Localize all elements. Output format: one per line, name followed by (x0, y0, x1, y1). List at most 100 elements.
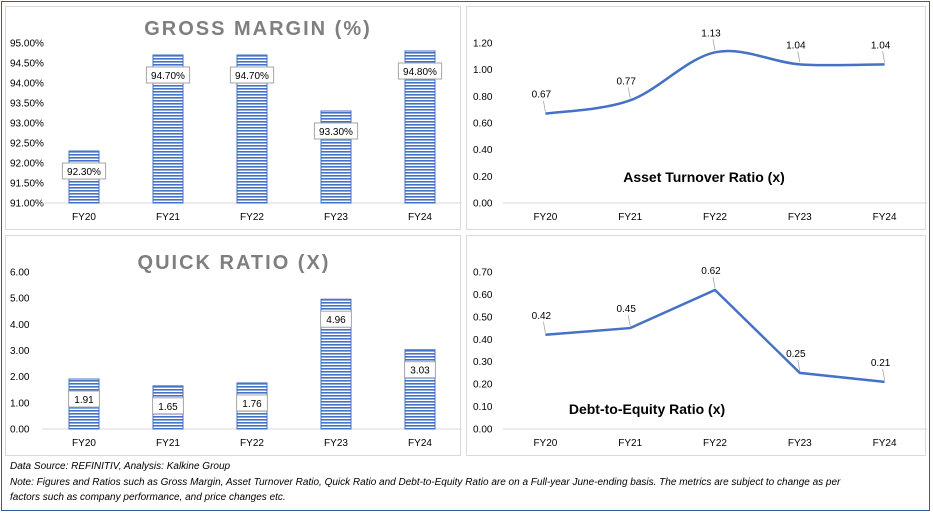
x-tick-label: FY24 (408, 212, 432, 223)
y-tick-label: 0.40 (473, 145, 493, 156)
y-tick-label: 94.50% (10, 59, 44, 70)
data-label-leader (797, 51, 801, 63)
y-tick-label: 0.30 (473, 357, 493, 368)
y-tick-label: 0.00 (473, 199, 493, 210)
x-tick-label: FY23 (788, 438, 812, 449)
y-tick-label: 0.80 (473, 92, 493, 103)
data-label: 0.21 (871, 358, 891, 369)
x-tick-label: FY20 (533, 438, 557, 449)
y-tick-label: 0.70 (473, 268, 493, 279)
data-label-leader (543, 100, 546, 112)
x-tick-label: FY24 (873, 212, 897, 223)
data-label: 94.70% (151, 71, 185, 82)
y-tick-label: 0.20 (473, 172, 493, 183)
y-tick-label: 0.20 (473, 380, 493, 391)
gross-margin-panel: 91.00% 91.50% 92.00% 92.50% 93.00% 93.50% 94.0… (5, 6, 462, 230)
y-tick-label: 0.60 (473, 290, 493, 301)
chart-title: Asset Turnover Ratio (x) (623, 169, 785, 185)
y-tick-label: 94.00% (10, 79, 44, 90)
data-label: 0.45 (616, 304, 636, 315)
chart-title: GROSS MARGIN (%) (144, 18, 372, 40)
x-tick-label: FY23 (324, 438, 348, 449)
asset-turnover-chart: 0.00 0.20 0.40 0.60 0.80 1.00 1.20 FY20 0.67 FY21… (473, 28, 927, 223)
data-label: 94.70% (235, 71, 269, 82)
data-label: 0.77 (616, 76, 636, 87)
y-tick-label: 91.00% (10, 199, 44, 210)
x-tick-label: FY20 (72, 438, 96, 449)
y-tick-label: 92.00% (10, 159, 44, 170)
data-label: 1.91 (74, 395, 94, 406)
data-label-box (404, 361, 436, 379)
x-tick-label: FY22 (240, 438, 264, 449)
data-label: 1.13 (701, 28, 721, 39)
asset-turnover-panel: 0.00 0.20 0.40 0.60 0.80 1.00 1.20 FY20 0.67 FY21… (466, 6, 927, 230)
y-tick-label: 0.10 (473, 402, 493, 413)
y-tick-label: 95.00% (10, 39, 44, 50)
y-tick-label: 4.00 (10, 320, 30, 331)
data-label: 0.25 (786, 349, 806, 360)
x-tick-label: FY23 (324, 212, 348, 223)
y-tick-label: 1.00 (473, 65, 493, 76)
y-tick-label: 0.60 (473, 119, 493, 130)
x-tick-label: FY24 (408, 438, 432, 449)
data-label: 4.96 (326, 315, 346, 326)
data-label-leader (882, 368, 885, 380)
x-tick-label: FY21 (618, 438, 642, 449)
x-tick-label: FY23 (788, 212, 812, 223)
x-tick-label: FY20 (72, 212, 96, 223)
x-tick-label: FY24 (873, 438, 897, 449)
data-label-leader (882, 51, 885, 63)
x-tick-label: FY22 (703, 212, 727, 223)
data-label-leader (712, 39, 716, 51)
y-tick-label: 0.50 (473, 312, 493, 323)
debt-to-equity-panel: 0.00 0.10 0.20 0.30 0.40 0.50 0.60 0.70 FY20 0.42… (466, 235, 927, 456)
y-tick-label: 2.00 (10, 372, 30, 383)
data-label-box (61, 162, 107, 180)
y-tick-label: 0.40 (473, 335, 493, 346)
data-label-leader (797, 359, 801, 372)
x-tick-label: FY21 (618, 212, 642, 223)
data-label-box (236, 394, 268, 412)
data-label-box (68, 390, 100, 408)
y-tick-label: 93.50% (10, 99, 44, 110)
data-label-leader (543, 321, 546, 333)
data-label: 94.80% (403, 67, 437, 78)
x-tick-label: FY21 (156, 438, 180, 449)
note-line-1: Note: Figures and Ratios such as Gross M… (10, 477, 841, 488)
data-label-box (145, 66, 191, 84)
x-tick-label: FY21 (156, 212, 180, 223)
data-label-leader (627, 314, 631, 327)
y-tick-label: 1.00 (10, 398, 30, 409)
quick-ratio-panel: 0.00 1.00 2.00 3.00 4.00 5.00 6.00 FY20 1.91 FY21… (5, 235, 462, 456)
x-tick-label: FY22 (703, 438, 727, 449)
data-label: 0.42 (532, 311, 552, 322)
x-tick-label: FY20 (533, 212, 557, 223)
data-label: 1.04 (871, 40, 891, 51)
debt-to-equity-chart: 0.00 0.10 0.20 0.30 0.40 0.50 0.60 0.70 FY20 0.42… (473, 266, 927, 449)
y-tick-label: 92.50% (10, 139, 44, 150)
chart-title: QUICK RATIO (X) (138, 252, 331, 274)
data-label: 1.76 (242, 399, 262, 410)
data-label-leader (712, 276, 716, 289)
note-line-2: factors such as company performance, and… (10, 492, 286, 503)
data-source-text: Data Source: REFINITIV, Analysis: Kalkin… (10, 461, 231, 472)
y-tick-label: 0.00 (473, 425, 493, 436)
x-tick-label: FY22 (240, 212, 264, 223)
series-line (545, 288, 885, 384)
y-tick-label: 1.20 (473, 39, 493, 50)
data-label: 92.30% (67, 167, 101, 178)
data-label-box (229, 66, 275, 84)
chart-title: Debt-to-Equity Ratio (x) (569, 401, 725, 417)
y-tick-label: 91.50% (10, 179, 44, 190)
data-label: 3.03 (410, 366, 430, 377)
y-tick-label: 3.00 (10, 346, 30, 357)
data-label: 1.04 (786, 40, 806, 51)
data-label: 0.67 (532, 90, 552, 101)
y-tick-label: 93.00% (10, 119, 44, 130)
data-label: 1.65 (158, 402, 178, 413)
gross-margin-chart: 91.00% 91.50% 92.00% 92.50% 93.00% 93.50% 94.0… (10, 18, 462, 223)
data-label-box (320, 310, 352, 328)
y-tick-label: 5.00 (10, 294, 30, 305)
data-label-box (152, 397, 184, 415)
